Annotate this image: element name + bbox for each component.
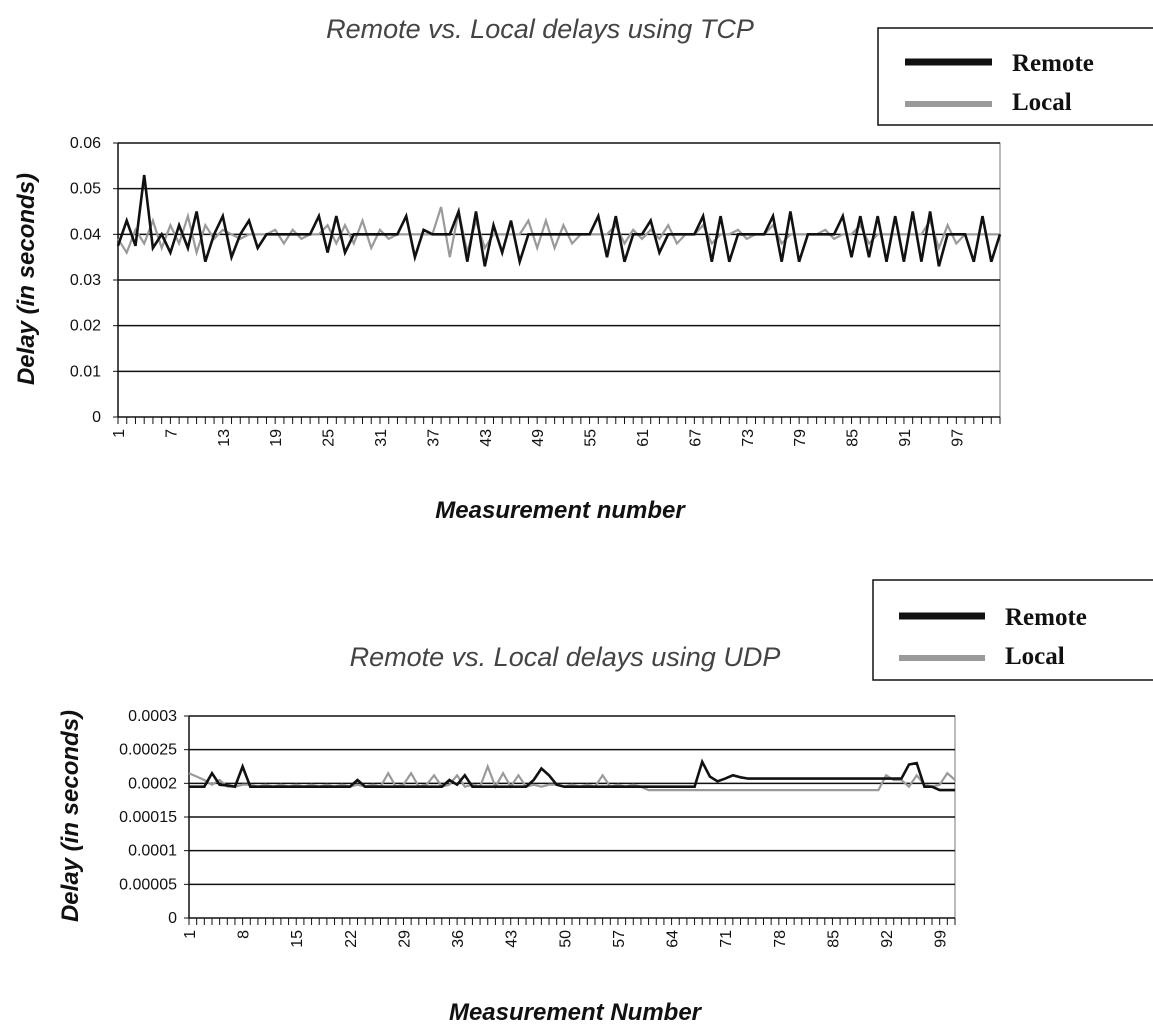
tcp-legend-local-label: Local (1012, 89, 1072, 116)
udp-x-tick-label: 29 (396, 930, 413, 948)
udp-y-axis-label: Delay (in seconds) (57, 710, 84, 922)
udp-legend: Remote Local (872, 579, 1153, 681)
udp-x-tick-label: 71 (718, 930, 735, 948)
tcp-x-tick-label: 49 (530, 429, 547, 447)
udp-legend-box (872, 579, 1153, 681)
tcp-x-tick-label: 91 (897, 429, 914, 447)
tcp-x-tick-label: 7 (163, 429, 180, 438)
udp-x-tick-label: 57 (611, 930, 628, 948)
udp-x-tick-label: 78 (772, 930, 789, 948)
udp-x-tick-label: 92 (879, 930, 896, 948)
udp-delay-chart: Remote vs. Local delays using UDP Remote… (57, 579, 1153, 1026)
udp-y-tick-label: 0.0003 (128, 708, 177, 725)
tcp-x-tick-label: 73 (740, 429, 757, 447)
tcp-x-tick-label: 13 (216, 429, 233, 447)
tcp-delay-chart: Remote vs. Local delays using TCP Remote… (13, 14, 1153, 524)
udp-x-tick-label: 50 (557, 930, 574, 948)
udp-x-tick-label: 1 (182, 930, 199, 939)
udp-x-tick-label: 15 (289, 930, 306, 948)
tcp-x-tick-label: 31 (373, 429, 390, 447)
tcp-y-tick-label: 0.02 (70, 318, 101, 335)
udp-legend-remote-label: Remote (1005, 604, 1087, 631)
tcp-legend: Remote Local (877, 27, 1153, 126)
tcp-y-tick-label: 0.01 (70, 363, 101, 380)
udp-y-tick-label: 0.0001 (128, 843, 177, 860)
udp-x-axis-label: Measurement Number (449, 999, 703, 1026)
tcp-x-tick-label: 67 (687, 429, 704, 447)
tcp-x-tick-label: 43 (478, 429, 495, 447)
udp-x-tick-label: 8 (236, 930, 253, 939)
udp-y-tick-label: 0.00015 (119, 809, 177, 826)
udp-series-remote-line (189, 758, 955, 792)
tcp-y-axis-label: Delay (in seconds) (13, 173, 40, 385)
udp-y-tick-label: 0.0002 (128, 775, 177, 792)
udp-x-tick-label: 36 (450, 930, 467, 948)
tcp-x-tick-label: 55 (583, 429, 600, 447)
udp-chart-title: Remote vs. Local delays using UDP (350, 642, 781, 672)
tcp-x-tick-label: 19 (268, 429, 285, 447)
tcp-y-tick-label: 0.04 (70, 226, 101, 243)
tcp-x-tick-label: 37 (425, 429, 442, 447)
udp-y-tick-label: 0.00025 (119, 742, 177, 759)
tcp-x-tick-label: 1 (111, 429, 128, 438)
udp-y-tick-label: 0.00005 (119, 876, 177, 893)
tcp-x-tick-label: 85 (845, 429, 862, 447)
tcp-y-tick-label: 0.03 (70, 272, 101, 289)
udp-x-tick-label: 43 (504, 930, 521, 948)
udp-legend-local-label: Local (1005, 643, 1065, 670)
udp-x-tick-label: 99 (933, 930, 950, 948)
tcp-x-tick-label: 97 (949, 429, 966, 447)
udp-y-tick-label: 0 (168, 910, 177, 927)
udp-x-tick-label: 22 (343, 930, 360, 948)
tcp-x-tick-label: 79 (792, 429, 809, 447)
tcp-series-remote-line (116, 174, 1002, 267)
tcp-chart-title: Remote vs. Local delays using TCP (326, 14, 754, 44)
tcp-x-tick-label: 61 (635, 429, 652, 447)
udp-x-tick-label: 85 (825, 930, 842, 948)
tcp-legend-box (877, 27, 1153, 126)
tcp-y-tick-label: 0.05 (70, 181, 101, 198)
tcp-y-tick-label: 0.06 (70, 135, 101, 152)
tcp-legend-remote-label: Remote (1012, 50, 1094, 77)
tcp-x-axis-label: Measurement number (435, 497, 686, 524)
tcp-y-tick-label: 0 (92, 409, 101, 426)
udp-x-tick-label: 64 (665, 930, 682, 948)
tcp-x-tick-label: 25 (321, 429, 338, 447)
